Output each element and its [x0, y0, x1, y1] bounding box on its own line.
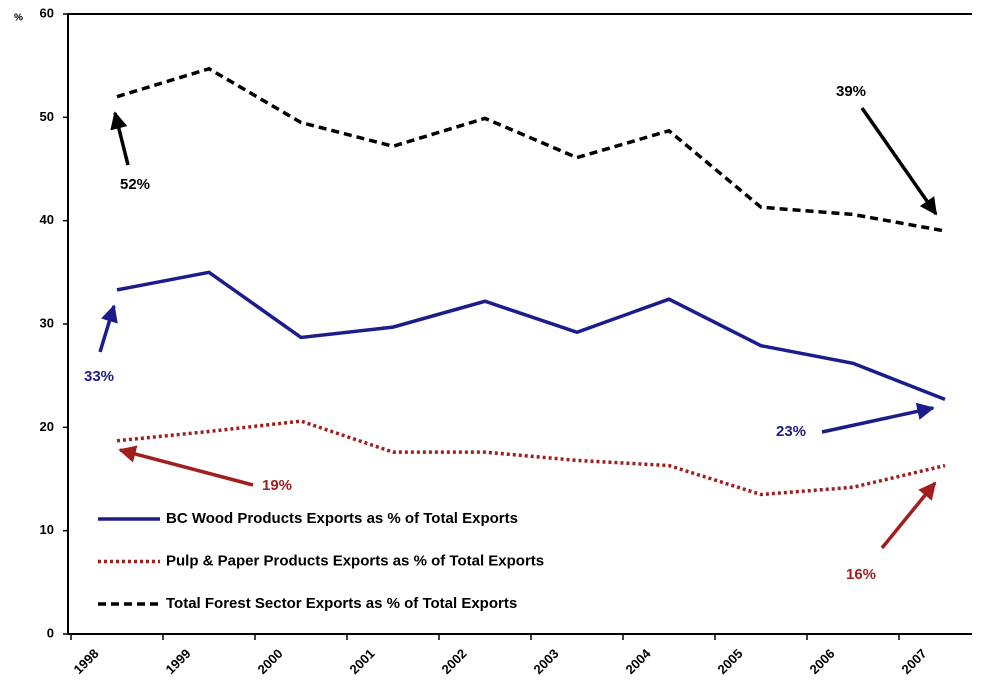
x-tick-label: 2006 — [806, 646, 837, 677]
y-tick-label: 10 — [40, 522, 54, 537]
x-tick-label: 2003 — [530, 646, 561, 677]
x-tick-label: 2000 — [254, 646, 285, 677]
x-tick-label: 2005 — [714, 646, 745, 677]
legend-label: Total Forest Sector Exports as % of Tota… — [166, 595, 517, 612]
arrow — [860, 106, 938, 216]
x-tick-label: 1998 — [70, 646, 101, 677]
annotation: 23% — [776, 423, 806, 440]
arrow — [880, 481, 937, 550]
plot-area: 0 10 20 30 40 50 60 1998 1999 2000 2001 2002 2003 200… — [40, 5, 972, 677]
y-tick-label: 30 — [40, 315, 54, 330]
y-tick-label: 0 — [47, 625, 54, 640]
y-axis-label: % — [14, 13, 23, 24]
x-tick-label: 2004 — [622, 645, 654, 677]
arrow — [821, 402, 935, 434]
x-tick-label: 2007 — [898, 646, 929, 677]
annotation: 52% — [120, 176, 150, 193]
y-tick-label: 50 — [40, 109, 54, 124]
x-tick-label: 2001 — [346, 646, 377, 677]
arrow — [110, 111, 130, 166]
legend-label: BC Wood Products Exports as % of Total E… — [166, 510, 518, 527]
annotation: 16% — [846, 566, 876, 583]
data-line — [116, 270, 946, 402]
annotation: 33% — [84, 368, 114, 385]
x-tick-label: 1999 — [162, 646, 193, 677]
y-tick-label: 40 — [40, 212, 54, 227]
annotations: 52% 39% 33% 23% 19% 16% — [84, 83, 938, 583]
data-line — [116, 419, 946, 497]
annotation: 19% — [262, 477, 292, 494]
y-tick-label: 60 — [40, 5, 54, 20]
y-tick-label: 20 — [40, 419, 54, 434]
x-tick-label: 2002 — [438, 646, 469, 677]
arrow — [118, 445, 254, 487]
arrow — [98, 304, 118, 353]
legend-label: Pulp & Paper Products Exports as % of To… — [166, 552, 544, 569]
annotation: 39% — [836, 83, 866, 100]
data-line — [116, 66, 946, 233]
